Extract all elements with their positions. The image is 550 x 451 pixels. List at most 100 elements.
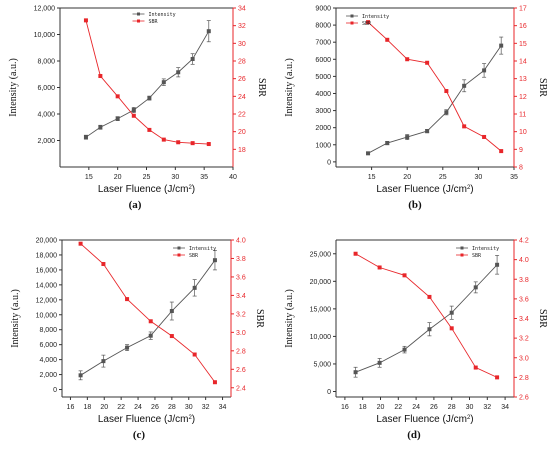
x-axis-label: Laser Fluence (J/cm2) [98, 414, 195, 425]
legend-marker [137, 12, 140, 16]
data-point-intensity [366, 151, 371, 156]
y-right-tick-label: 14 [519, 59, 527, 66]
x-tick-label: 24 [134, 404, 142, 411]
data-point-sbr [98, 74, 103, 79]
y-right-tick-label: 2.4 [236, 385, 246, 392]
data-point-sbr [425, 60, 430, 65]
y-right-tick-label: 3.4 [519, 316, 529, 323]
x-tick-label: 30 [475, 174, 483, 181]
y-right-tick-label: 12 [519, 94, 527, 101]
y-right-tick-label: 26 [238, 76, 246, 83]
y-right-tick-label: 4.0 [236, 238, 246, 245]
series-line-sbr [80, 243, 216, 383]
y-right-tick-label: 3.6 [236, 274, 246, 281]
y-right-tick-label: 13 [519, 76, 527, 83]
data-point-intensity [125, 345, 130, 350]
x-tick-label: 32 [483, 404, 491, 411]
x-tick-label: 20 [377, 404, 385, 411]
y-right-tick-label: 15 [519, 41, 527, 48]
x-axis-label-close: ) [470, 414, 473, 425]
data-point-intensity [131, 108, 136, 113]
data-point-sbr [444, 89, 449, 94]
data-point-intensity [462, 83, 467, 88]
data-point-intensity [169, 309, 174, 314]
data-point-sbr [402, 273, 407, 278]
panel-label: (a) [129, 199, 142, 211]
data-point-sbr [449, 326, 454, 331]
y-left-tick-label: 25,000 [310, 251, 332, 258]
x-tick-label: 34 [501, 404, 509, 411]
data-point-intensity [101, 359, 106, 364]
y-right-tick-label: 22 [238, 112, 246, 119]
y-right-tick-label: 3.8 [519, 277, 529, 284]
series-line-sbr [355, 253, 498, 378]
y-right-tick-label: 4.2 [519, 238, 529, 245]
data-point-intensity [78, 373, 83, 378]
legend-label-intensity: Intensity [189, 246, 216, 252]
y-left-tick-label: 16,000 [36, 267, 58, 274]
y-right-tick-label: 10 [519, 129, 527, 136]
y-left-tick-label: 20,000 [310, 279, 332, 286]
data-point-intensity [482, 68, 487, 73]
data-point-sbr [495, 375, 500, 380]
data-point-sbr [377, 265, 382, 270]
data-point-intensity [147, 96, 152, 101]
legend-marker [460, 253, 464, 257]
legend-marker [177, 253, 181, 257]
data-point-intensity [427, 327, 432, 332]
y-left-tick-label: 0 [327, 159, 331, 166]
y-left-axis-label: Intensity (a.u.) [284, 58, 295, 117]
y-left-tick-label: 6,000 [39, 342, 57, 349]
x-axis-label-superscript: 2 [467, 415, 471, 421]
y-left-tick-label: 2,000 [39, 372, 57, 379]
x-axis-label-main: Laser Fluence (J/cm [98, 414, 189, 425]
series-line-intensity [355, 264, 498, 373]
legend-marker [137, 19, 140, 23]
x-axis-label-main: Laser Fluence (J/cm [376, 184, 467, 195]
y-left-tick-label: 2,000 [37, 138, 55, 145]
y-right-tick-label: 24 [238, 94, 246, 101]
x-tick-label: 16 [67, 404, 75, 411]
x-tick-label: 20 [100, 404, 108, 411]
y-right-tick-label: 34 [238, 6, 246, 13]
y-right-tick-label: 17 [519, 6, 527, 13]
legend-marker [350, 21, 354, 25]
y-left-tick-label: 12,000 [36, 297, 58, 304]
data-point-intensity [473, 285, 478, 290]
x-tick-label: 16 [341, 404, 349, 411]
series-line-intensity [85, 30, 210, 138]
x-axis-label-main: Laser Fluence (J/cm [98, 184, 189, 195]
legend-label-intensity: Intensity [362, 14, 389, 20]
data-point-intensity [353, 370, 358, 375]
data-point-sbr [192, 352, 197, 357]
data-point-sbr [427, 294, 432, 299]
y-left-tick-label: 7000 [315, 40, 331, 47]
data-point-intensity [449, 310, 454, 315]
y-left-tick-label: 14,000 [36, 282, 58, 289]
legend-label-sbr: SBR [472, 253, 482, 259]
legend-label-sbr: SBR [362, 21, 372, 27]
data-point-intensity [377, 360, 382, 365]
y-left-tick-label: 2000 [315, 125, 331, 132]
y-right-tick-label: 2.6 [236, 367, 246, 374]
y-right-tick-label: 28 [238, 59, 246, 66]
x-axis-label-close: ) [192, 414, 195, 425]
y-right-tick-label: 2.8 [236, 348, 246, 355]
x-axis-label: Laser Fluence (J/cm2) [376, 414, 473, 425]
y-left-tick-label: 4,000 [37, 112, 55, 119]
data-point-sbr [115, 94, 120, 99]
x-tick-label: 24 [412, 404, 420, 411]
legend-label-intensity: Intensity [149, 12, 176, 18]
y-left-tick-label: 3000 [315, 108, 331, 115]
y-left-tick-label: 8000 [315, 23, 331, 30]
data-point-sbr [131, 113, 136, 118]
data-point-intensity [385, 141, 390, 146]
x-axis-label-close: ) [470, 184, 473, 195]
series-line-sbr [367, 21, 502, 152]
y-left-tick-label: 5,000 [313, 361, 331, 368]
legend-marker [350, 14, 354, 18]
x-tick-label: 28 [448, 404, 456, 411]
y-right-tick-label: 3.2 [236, 311, 246, 318]
y-right-axis-label: SBR [254, 309, 265, 328]
x-tick-label: 35 [510, 174, 518, 181]
